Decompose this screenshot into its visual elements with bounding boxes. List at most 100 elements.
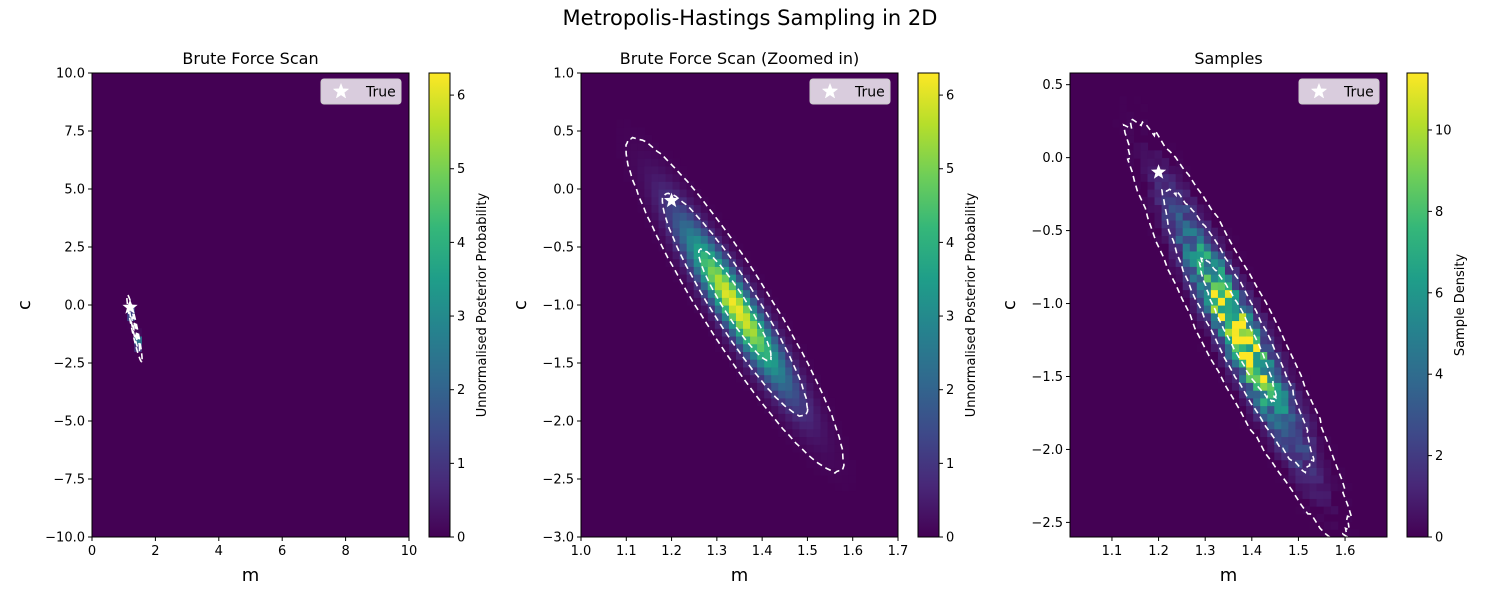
heatmap-cell: [1239, 328, 1247, 337]
heatmap-cell: [820, 390, 829, 399]
heatmap-cell: [1189, 297, 1198, 306]
heatmap-cell: [1267, 374, 1275, 383]
heatmap-cell: [714, 305, 723, 314]
heatmap-cell: [707, 258, 716, 267]
heatmap-cell: [1133, 150, 1142, 159]
heatmap-cell: [1267, 390, 1275, 399]
heatmap-cell: [778, 312, 786, 322]
plot-background: [92, 73, 409, 537]
heatmap-cell: [1309, 459, 1318, 468]
y-tick-label: −7.5: [53, 473, 85, 488]
heatmap-cell: [700, 227, 709, 236]
heatmap-cell: [1260, 374, 1268, 383]
heatmap-cell: [651, 219, 660, 229]
heatmap-cell: [1224, 351, 1233, 360]
heatmap-cell: [1154, 204, 1163, 213]
heatmap-cell: [714, 312, 723, 322]
heatmap-cell: [700, 281, 709, 291]
heatmap-cell: [1288, 421, 1297, 430]
heatmap-cell: [714, 297, 723, 306]
heatmap-cell: [799, 359, 808, 368]
heatmap-cell: [1182, 219, 1191, 229]
heatmap-cell: [1147, 189, 1156, 198]
heatmap-cell: [714, 274, 723, 283]
heatmap-cell: [764, 405, 772, 414]
heatmap-cell: [813, 374, 822, 383]
heatmap-cell: [778, 374, 786, 383]
heatmap-cell: [1288, 475, 1297, 484]
heatmap-cell: [1330, 506, 1339, 515]
heatmap-cell: [743, 312, 751, 322]
heatmap-cell: [792, 444, 800, 453]
heatmap-cell: [1196, 204, 1205, 213]
heatmap-cell: [1182, 196, 1191, 206]
heatmap-cell: [1224, 343, 1233, 352]
heatmap-cell: [644, 196, 653, 206]
heatmap-cell: [1274, 475, 1282, 484]
heatmap-cell: [1239, 382, 1247, 391]
heatmap-cell: [834, 482, 843, 492]
heatmap-cell: [651, 165, 660, 175]
heatmap-cell: [735, 374, 744, 383]
heatmap-cell: [735, 274, 744, 283]
heatmap-cell: [1175, 266, 1184, 275]
heatmap-cell: [1351, 529, 1360, 537]
heatmap-cell: [679, 274, 688, 283]
heatmap-cell: [771, 335, 779, 345]
heatmap-cell: [700, 235, 709, 244]
heatmap-cell: [623, 134, 631, 144]
heatmap-cell: [1232, 359, 1240, 368]
heatmap-cell: [1189, 212, 1198, 221]
heatmap-cell: [750, 305, 758, 314]
heatmap-cell: [721, 289, 730, 298]
heatmap-cell: [806, 444, 815, 453]
heatmap-cell: [1281, 421, 1289, 430]
heatmap-cell: [764, 390, 772, 399]
heatmap-cell: [1224, 312, 1233, 322]
heatmap-cell: [1274, 343, 1282, 352]
heatmap-cell: [1267, 444, 1275, 453]
heatmap-cell: [1182, 250, 1191, 260]
heatmap-cell: [1309, 413, 1318, 422]
heatmap-cell: [1239, 351, 1247, 360]
heatmap-cell: [1281, 405, 1289, 414]
heatmap-cell: [1203, 250, 1212, 260]
heatmap-cell: [841, 436, 850, 445]
heatmap-cell: [637, 189, 645, 198]
colorbar-bar: [917, 72, 940, 538]
heatmap-cell: [750, 374, 758, 383]
heatmap-cell: [1246, 305, 1254, 314]
heatmap-cell: [1168, 212, 1177, 221]
heatmap-cell: [1253, 405, 1261, 414]
y-tick-label: −10.0: [45, 531, 85, 546]
heatmap-cell: [665, 235, 674, 244]
heatmap-cell: [1189, 305, 1198, 314]
heatmap-cell: [1119, 111, 1127, 120]
heatmap-cell: [1253, 413, 1261, 422]
heatmap-cell: [1126, 111, 1134, 120]
heatmap-cell: [1267, 320, 1275, 329]
contour-2sigma: [661, 192, 809, 417]
heatmap-cell: [644, 212, 653, 221]
x-tick-label: 1.6: [842, 544, 863, 559]
colorbar-tick-label: 5: [457, 162, 465, 177]
heatmap-cell: [799, 421, 808, 430]
heatmap-cell: [1302, 482, 1311, 492]
heatmap-cell: [785, 382, 793, 391]
colorbar-tick-label: 8: [1435, 205, 1443, 220]
heatmap-cell: [693, 289, 702, 298]
heatmap-cell: [1246, 413, 1254, 422]
heatmap-cell: [630, 189, 638, 198]
heatmap-cell: [1246, 390, 1254, 399]
heatmap-cell: [1288, 451, 1297, 461]
heatmap-cell: [735, 258, 744, 267]
heatmap-cell: [1302, 475, 1311, 484]
heatmap-cell: [630, 165, 638, 175]
heatmap-cell: [1189, 243, 1198, 252]
heatmap-cell: [1330, 444, 1339, 453]
heatmap-cell: [1189, 281, 1198, 291]
heatmap-cell: [1175, 212, 1184, 221]
heatmap-cell: [1168, 196, 1177, 206]
heatmap-cell: [1140, 150, 1149, 159]
